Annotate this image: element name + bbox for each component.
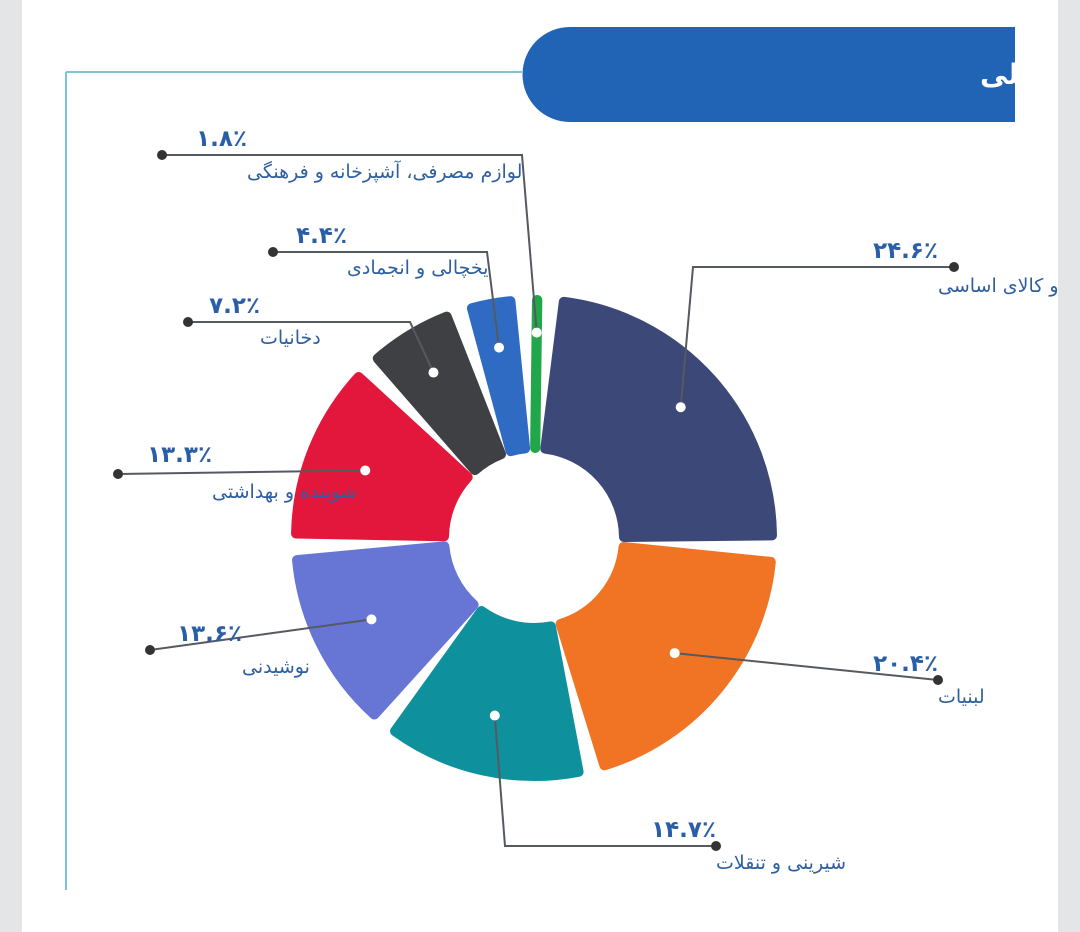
leader-line-8 xyxy=(162,154,538,333)
slice-percent-label-1: ۲۴.۶٪ xyxy=(873,238,938,264)
slice-percent-label-6: ۷.۲٪ xyxy=(209,293,260,319)
slice-5 xyxy=(291,372,473,542)
slice-percent-label-5: ۱۳.۳٪ xyxy=(147,442,212,468)
leader-line-7 xyxy=(273,251,501,348)
leader-end-dot-7 xyxy=(268,247,278,257)
leader-line-5 xyxy=(117,469,366,475)
slice-percent-label-8: ۱.۸٪ xyxy=(196,126,247,152)
slice-percent-label-2: ۲۰.۴٪ xyxy=(873,651,938,677)
slice-category-label-1: خوار و بار و کالای اساسی xyxy=(938,275,1058,297)
slice-anchor-dot-2 xyxy=(669,648,680,659)
leader-end-dot-3 xyxy=(711,841,721,851)
slice-category-label-5: شوینده و بهداشتی xyxy=(212,481,357,503)
leader-end-dot-1 xyxy=(949,262,959,272)
slice-percent-label-7: ۴.۴٪ xyxy=(296,223,347,249)
infographic-card: اندازه بازار ریالی گروه های اصلی ۲۴.۶٪خو… xyxy=(22,0,1058,932)
leader-line-6 xyxy=(188,321,435,373)
slice-category-label-2: لبنیات xyxy=(938,686,985,708)
slice-percent-label-3: ۱۴.۷٪ xyxy=(651,817,716,843)
title-banner xyxy=(522,27,1015,122)
slice-category-label-3: شیرینی و تنقلات xyxy=(716,852,846,874)
leader-line-2 xyxy=(674,652,939,681)
slice-category-label-7: یخچالی و انجمادی xyxy=(347,257,488,279)
slice-anchor-dot-4 xyxy=(366,614,377,625)
leader-end-dot-5 xyxy=(113,469,123,479)
chart-title: اندازه بازار ریالی گروه های اصلی xyxy=(980,58,1058,91)
leader-line-1 xyxy=(679,266,954,408)
slice-anchor-dot-5 xyxy=(360,465,371,476)
leader-line-3 xyxy=(493,715,716,847)
leader-end-dot-8 xyxy=(157,150,167,160)
slice-anchor-dot-7 xyxy=(494,342,505,353)
slice-anchor-dot-6 xyxy=(428,367,439,378)
slice-anchor-dot-8 xyxy=(531,327,542,338)
slice-percent-label-4: ۱۳.۶٪ xyxy=(177,621,242,647)
slice-6 xyxy=(372,311,506,476)
slice-2 xyxy=(555,542,776,771)
leader-line-4 xyxy=(149,618,372,651)
donut-chart: اندازه بازار ریالی گروه های اصلی ۲۴.۶٪خو… xyxy=(65,27,1058,890)
leader-end-dot-2 xyxy=(933,675,943,685)
leader-end-dot-6 xyxy=(183,317,193,327)
slice-3 xyxy=(390,606,584,781)
slice-category-label-4: نوشیدنی xyxy=(242,656,310,678)
slice-4 xyxy=(292,541,479,720)
slice-1 xyxy=(540,296,777,542)
slice-anchor-dot-3 xyxy=(489,710,500,721)
slice-category-label-8: لوازم مصرفی، آشپزخانه و فرهنگی xyxy=(247,159,522,183)
leader-end-dot-4 xyxy=(145,645,155,655)
slice-7 xyxy=(466,296,531,457)
slice-anchor-dot-1 xyxy=(675,402,686,413)
slice-category-label-6: دخانیات xyxy=(260,327,321,349)
